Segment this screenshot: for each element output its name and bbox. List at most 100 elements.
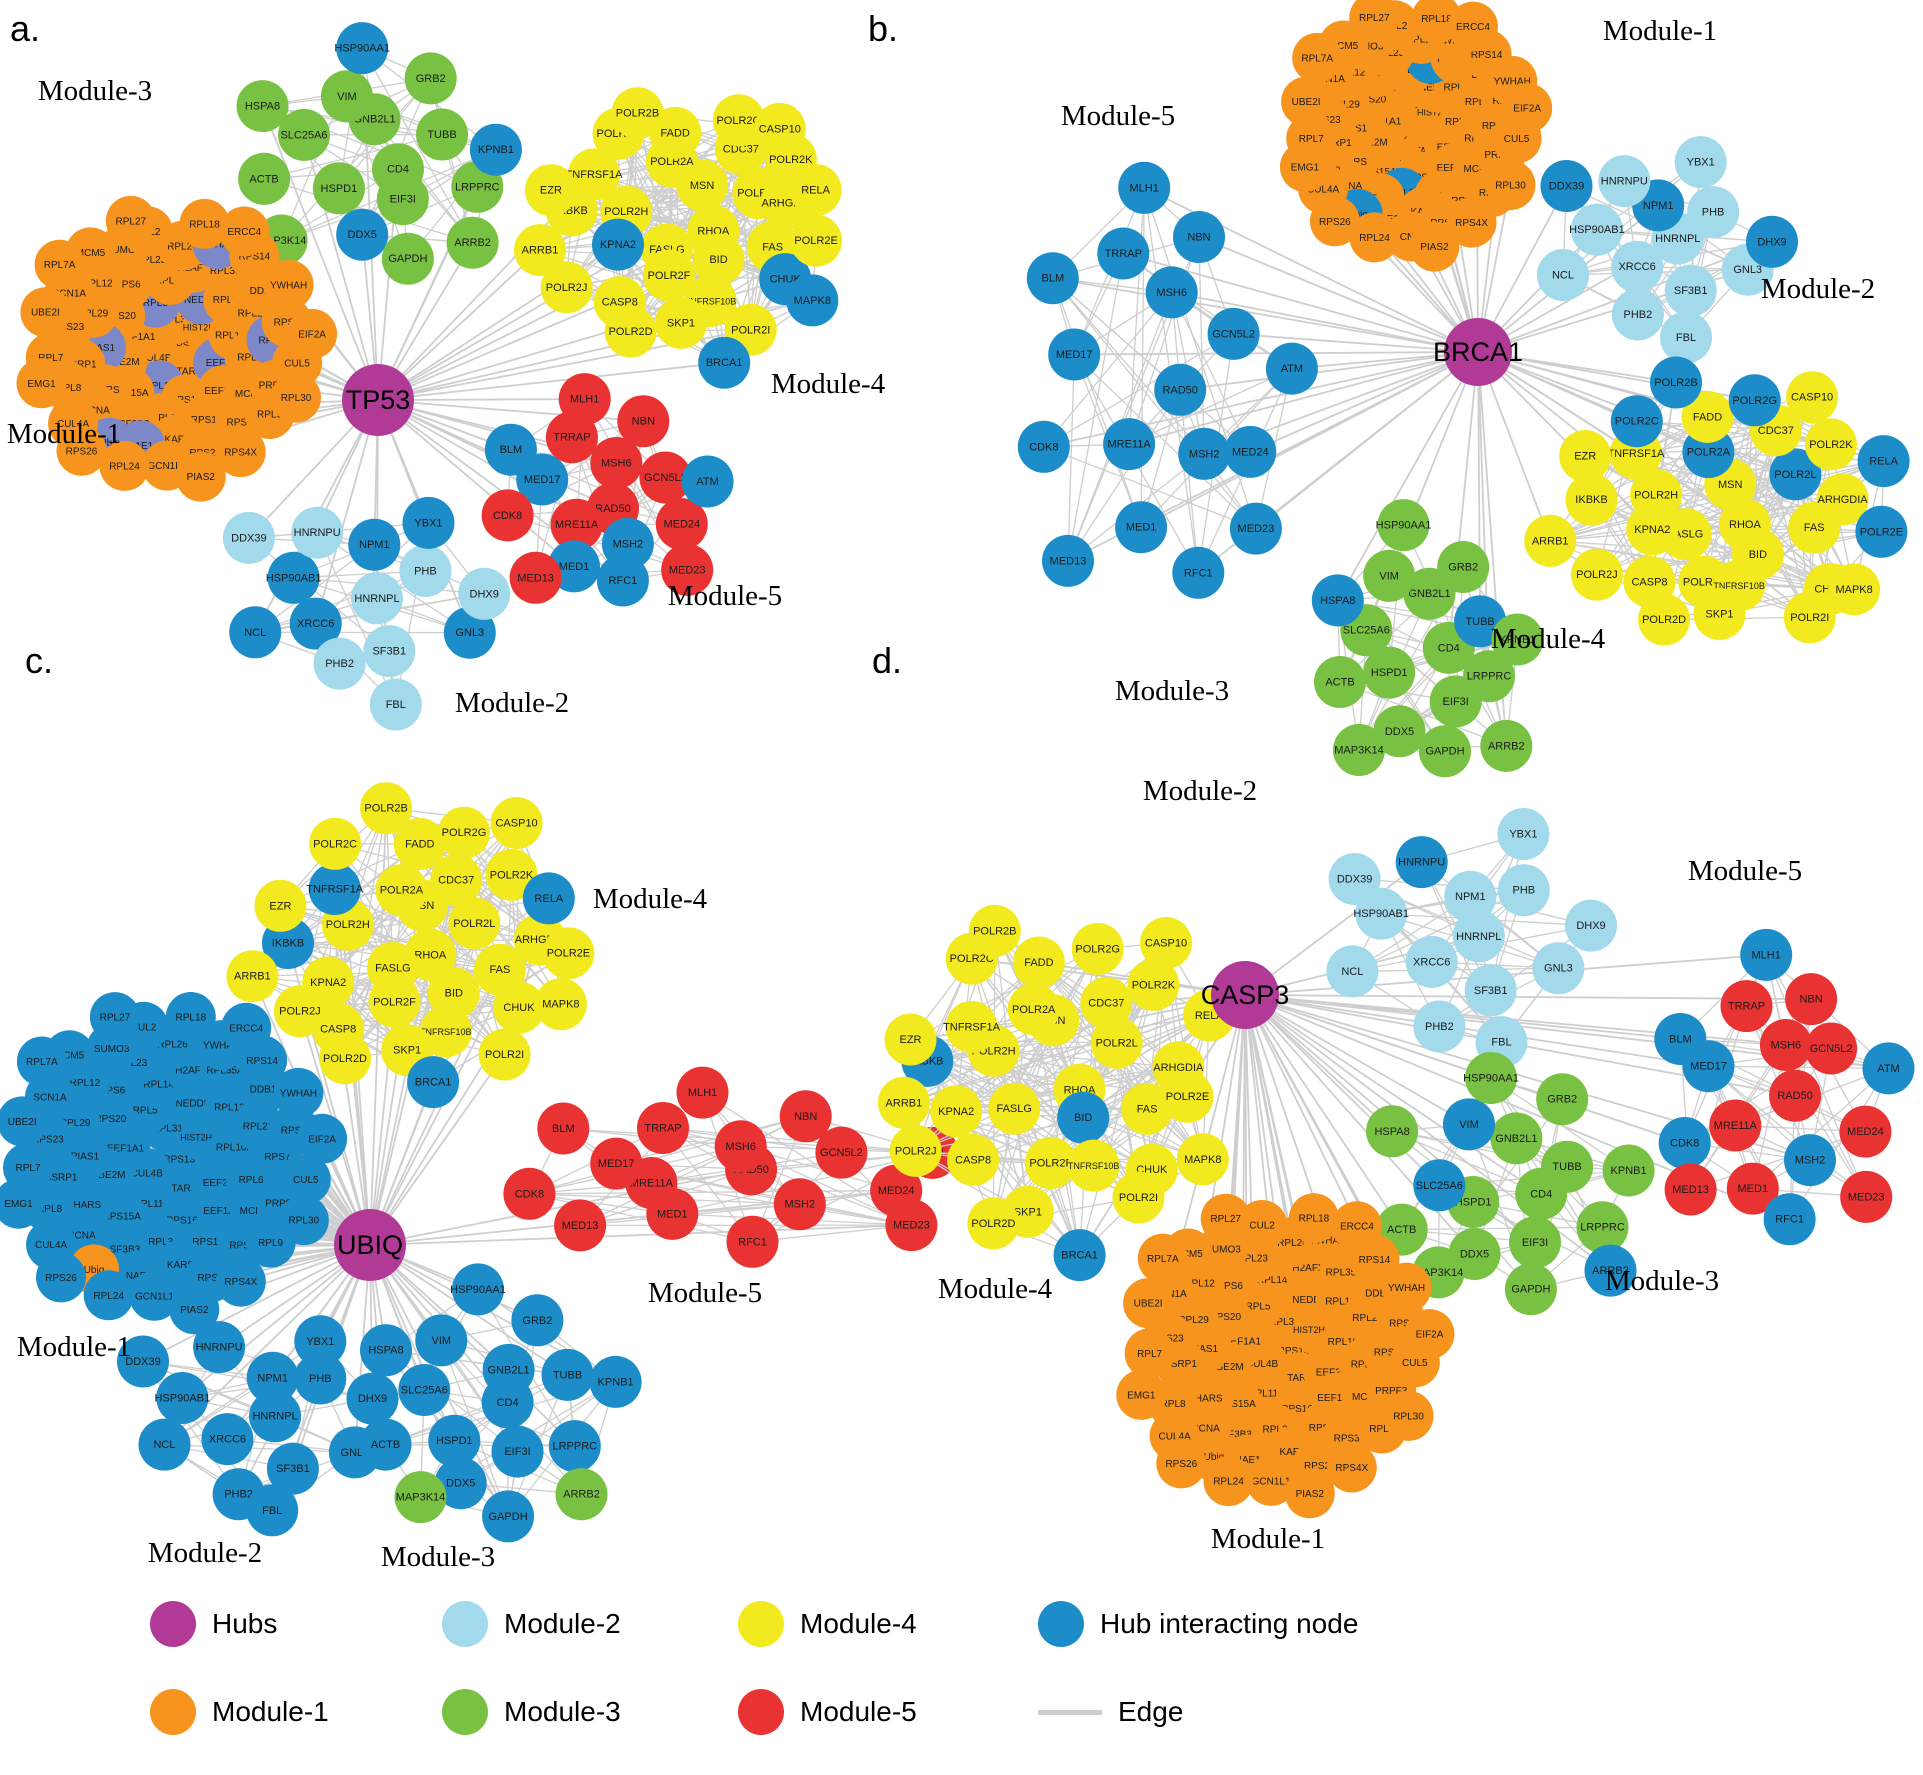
node-RPL18 <box>165 992 216 1042</box>
node-ARHGDIA <box>1816 473 1869 526</box>
edge <box>385 1374 568 1446</box>
node-RPL7A <box>34 239 85 290</box>
hub-node-UBIQ <box>334 1209 406 1281</box>
node-SLC25A6 <box>398 1364 451 1416</box>
node-FBL <box>369 678 422 731</box>
node-BRCA1 <box>407 1056 460 1109</box>
node-MLH1 <box>676 1066 729 1119</box>
node-POLR2J <box>273 985 326 1038</box>
node-MED23 <box>1229 502 1282 555</box>
node-DHX9 <box>1565 899 1617 952</box>
hub-edge <box>261 105 379 401</box>
hub-edge <box>1244 861 1423 996</box>
node-NPM1 <box>246 1351 299 1404</box>
node-RAD50 <box>1769 1069 1822 1122</box>
node-SKP1 <box>655 296 707 349</box>
node-RPS4X <box>215 427 266 478</box>
node-DHX9 <box>346 1372 399 1425</box>
node-CUL5 <box>280 1154 331 1205</box>
node-MSH2 <box>1784 1134 1836 1187</box>
node-KPNA2 <box>592 218 644 271</box>
node-PHB2 <box>1611 288 1664 341</box>
node-GAPDH <box>1504 1263 1557 1316</box>
edge <box>1690 1130 1866 1191</box>
panel-b: RAD50MRE11AMSH6MSH2MED17GCN5L2MED1TRRAPM… <box>1017 0 1910 778</box>
hub-edge <box>1244 994 1403 1231</box>
node-POLR2E <box>1161 1070 1214 1123</box>
node-YWHAH <box>273 1067 324 1118</box>
edge <box>993 1050 1179 1069</box>
node-CHUK <box>493 981 545 1034</box>
node-RPS26 <box>1156 1438 1207 1489</box>
node-HNRNPL <box>351 572 403 625</box>
node-DHX9 <box>458 567 511 620</box>
edge <box>463 832 562 1005</box>
hub-edge <box>1244 994 1832 1050</box>
node-VIM <box>1363 549 1416 602</box>
node-PHB2 <box>313 637 366 690</box>
node-DDX39 <box>1540 160 1593 212</box>
node-EZR <box>1559 430 1612 482</box>
node-NCL <box>138 1418 191 1471</box>
legend-item-module4: Module-4 <box>738 1601 1038 1647</box>
edge <box>971 958 1188 1098</box>
node-POLR2D <box>1638 593 1691 646</box>
edge <box>1052 277 1205 455</box>
node-MED17 <box>590 1137 643 1190</box>
legend-item-hubs: Hubs <box>150 1601 442 1647</box>
node-CDK8 <box>481 489 534 542</box>
node-EIF2A <box>1404 1309 1455 1360</box>
node-EZR <box>254 879 307 932</box>
node-GCN1L1 <box>129 1270 180 1321</box>
node-POLR2K <box>1804 418 1857 471</box>
node-YBX1 <box>402 496 455 549</box>
node-RPL7A <box>16 1036 67 1087</box>
edge <box>1043 333 1234 448</box>
node-MSH2 <box>773 1178 826 1231</box>
node-MED17 <box>1048 328 1101 381</box>
node-DDX5 <box>1373 705 1426 758</box>
module-title-c-m5: Module-5 <box>648 1277 762 1309</box>
node-RPS4X <box>1326 1442 1377 1493</box>
edge <box>1391 1130 1568 1168</box>
node-RPS4X <box>215 1256 266 1307</box>
node-POLR2L <box>1090 1016 1143 1069</box>
hub-edge <box>1244 994 1709 1068</box>
module-title-c-m1: Module-1 <box>17 1331 131 1363</box>
node-RPL7 <box>1124 1328 1175 1379</box>
module-title-b-m3: Module-3 <box>1115 675 1229 707</box>
node-RFC1 <box>596 554 649 607</box>
node-SLC25A6 <box>278 108 330 161</box>
node-ARRB2 <box>446 216 499 269</box>
node-CDK8 <box>503 1167 556 1220</box>
node-GNL3 <box>1532 942 1585 995</box>
node-LRPPRC <box>1463 650 1515 703</box>
node-GRB2 <box>1437 541 1490 593</box>
panel-letter-b: b. <box>868 8 899 49</box>
node-HSPA8 <box>236 80 289 133</box>
node-BLM <box>484 423 537 476</box>
node-FADD <box>393 818 446 870</box>
node-HNRNPU <box>193 1321 246 1374</box>
node-NBN <box>617 395 670 448</box>
edge <box>385 1443 575 1447</box>
node-RPL24 <box>99 440 150 491</box>
node-POLR2D <box>967 1197 1020 1250</box>
node-POLR2K <box>485 848 538 901</box>
legend-label: Module-2 <box>504 1608 621 1639</box>
legend-label: Hubs <box>212 1608 278 1639</box>
legend-label: Edge <box>1118 1696 1184 1727</box>
module-title-d-m4: Module-4 <box>938 1273 1053 1305</box>
node-MSH6 <box>590 437 643 489</box>
node-DDX39 <box>222 511 275 564</box>
node-SKP1 <box>1693 588 1746 640</box>
node-MAPK8 <box>534 978 587 1031</box>
node-SF3B1 <box>1664 264 1717 317</box>
legend-item-module1: Module-1 <box>150 1689 442 1735</box>
node-MED24 <box>1224 425 1277 478</box>
node-NPM1 <box>1444 870 1497 923</box>
node-POLR2J <box>540 261 593 314</box>
legend: Hubs Module-2 Module-4 Hub interacting n… <box>150 1580 1358 1756</box>
node-POLR2G <box>438 806 490 859</box>
